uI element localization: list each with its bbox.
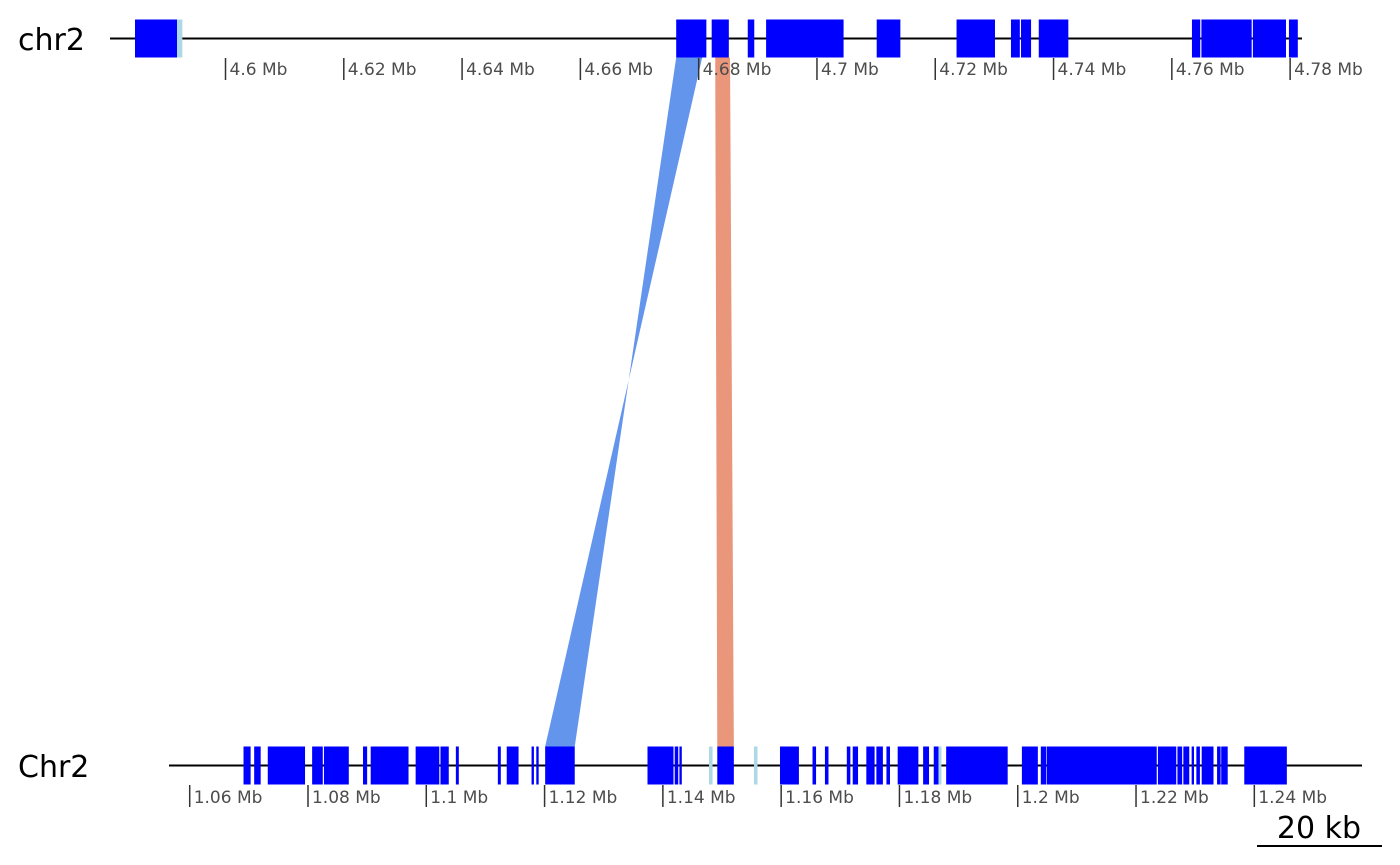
gene-feature: [1196, 746, 1200, 785]
features-Chr2: [243, 746, 1287, 785]
gene-feature: [747, 19, 755, 58]
axis-tick-label: 1.24 Mb: [1258, 788, 1327, 808]
gene-feature: [1183, 746, 1190, 785]
gene-feature: [946, 746, 1008, 785]
gene-feature: [363, 746, 368, 785]
axis-tick-label: 1.08 Mb: [312, 788, 381, 808]
gene-feature: [676, 19, 707, 58]
gene-feature: [323, 746, 349, 785]
gene-feature: [536, 746, 539, 785]
axis-tick-label: 4.6 Mb: [230, 60, 288, 80]
gene-feature: [455, 746, 459, 785]
gene-feature: [1157, 746, 1177, 785]
features-chr2: [135, 19, 1298, 58]
gene-feature: [1010, 19, 1020, 58]
gene-feature: [709, 746, 713, 785]
synteny-link-2: [715, 57, 734, 747]
gene-feature: [933, 746, 939, 785]
gene-feature: [1191, 746, 1194, 785]
axis-tick-label: 4.72 Mb: [939, 60, 1008, 80]
gene-feature: [876, 19, 901, 58]
gene-feature: [1244, 746, 1287, 785]
gene-feature: [267, 746, 306, 785]
gene-feature: [135, 19, 177, 58]
gene-feature: [1021, 19, 1032, 58]
gene-feature: [866, 746, 875, 785]
gene-feature: [1217, 746, 1221, 785]
gene-feature: [1191, 19, 1201, 58]
gene-feature: [243, 746, 251, 785]
gene-feature: [1177, 746, 1183, 785]
axis-tick-label: 4.74 Mb: [1058, 60, 1127, 80]
synteny-link-1: [545, 57, 703, 747]
gene-feature: [1201, 19, 1252, 58]
scale-bar: 20 kb: [1257, 811, 1382, 847]
gene-feature: [415, 746, 440, 785]
axis-tick-label: 1.2 Mb: [1022, 788, 1080, 808]
gene-feature: [1038, 19, 1069, 58]
gene-feature: [956, 19, 995, 58]
gene-feature: [753, 746, 758, 785]
axis-tick-label: 4.7 Mb: [821, 60, 879, 80]
sequence-label-Chr2: Chr2: [18, 750, 89, 785]
sequence-track-Chr2: 1.06 Mb 1.08 Mb 1.1 Mb 1.12 Mb 1.14 Mb 1.16 M…: [18, 746, 1362, 808]
gene-feature: [1046, 746, 1157, 785]
gene-feature: [531, 746, 534, 785]
gene-feature: [674, 746, 679, 785]
gene-feature: [506, 746, 519, 785]
gene-feature: [1021, 746, 1038, 785]
axis-tick-label: 4.62 Mb: [348, 60, 417, 80]
gene-feature: [254, 746, 261, 785]
gene-feature: [923, 746, 930, 785]
axis-chr2: 4.6 Mb 4.62 Mb 4.64 Mb 4.66 Mb 4.68 Mb 4.7 Mb…: [224, 58, 1363, 80]
gene-feature: [440, 746, 449, 785]
gene-feature: [647, 746, 674, 785]
axis-tick-label: 1.06 Mb: [194, 788, 263, 808]
gene-feature: [1252, 19, 1286, 58]
axis-tick-label: 4.64 Mb: [466, 60, 535, 80]
axis-tick-label: 1.16 Mb: [785, 788, 854, 808]
gene-feature: [370, 746, 409, 785]
gene-feature: [886, 746, 890, 785]
gene-feature: [812, 746, 817, 785]
gene-feature: [1201, 746, 1214, 785]
gene-feature: [679, 746, 682, 785]
gene-feature: [545, 746, 575, 785]
axis-tick-label: 4.76 Mb: [1176, 60, 1245, 80]
axis-tick-label: 4.66 Mb: [584, 60, 653, 80]
gene-feature: [711, 19, 729, 58]
sequence-label-chr2: chr2: [18, 23, 85, 58]
scale-bar-label: 20 kb: [1277, 811, 1361, 846]
axis-Chr2: 1.06 Mb 1.08 Mb 1.1 Mb 1.12 Mb 1.14 Mb 1.16 M…: [188, 785, 1327, 808]
gene-feature: [717, 746, 734, 785]
gene-feature: [846, 746, 851, 785]
sequence-track-chr2: 4.6 Mb 4.62 Mb 4.64 Mb 4.66 Mb 4.68 Mb 4.7 Mb…: [18, 19, 1363, 80]
gene-feature: [312, 746, 323, 785]
gene-feature: [938, 746, 942, 785]
axis-tick-label: 1.18 Mb: [903, 788, 972, 808]
gene-feature: [779, 746, 799, 785]
axis-tick-label: 4.68 Mb: [703, 60, 772, 80]
gene-feature: [824, 746, 829, 785]
axis-tick-label: 1.14 Mb: [667, 788, 736, 808]
axis-tick-label: 1.12 Mb: [549, 788, 618, 808]
axis-tick-label: 4.78 Mb: [1294, 60, 1363, 80]
links-layer: [545, 57, 734, 747]
gene-feature: [497, 746, 501, 785]
axis-tick-label: 1.22 Mb: [1140, 788, 1209, 808]
gene-feature: [897, 746, 919, 785]
axis-tick-label: 1.1 Mb: [430, 788, 488, 808]
gene-feature: [876, 746, 883, 785]
gene-feature: [766, 19, 844, 58]
gene-feature: [1040, 746, 1047, 785]
gene-feature: [1288, 19, 1298, 58]
gene-feature: [1221, 746, 1228, 785]
gene-feature: [852, 746, 859, 785]
gene-feature: [177, 19, 183, 58]
